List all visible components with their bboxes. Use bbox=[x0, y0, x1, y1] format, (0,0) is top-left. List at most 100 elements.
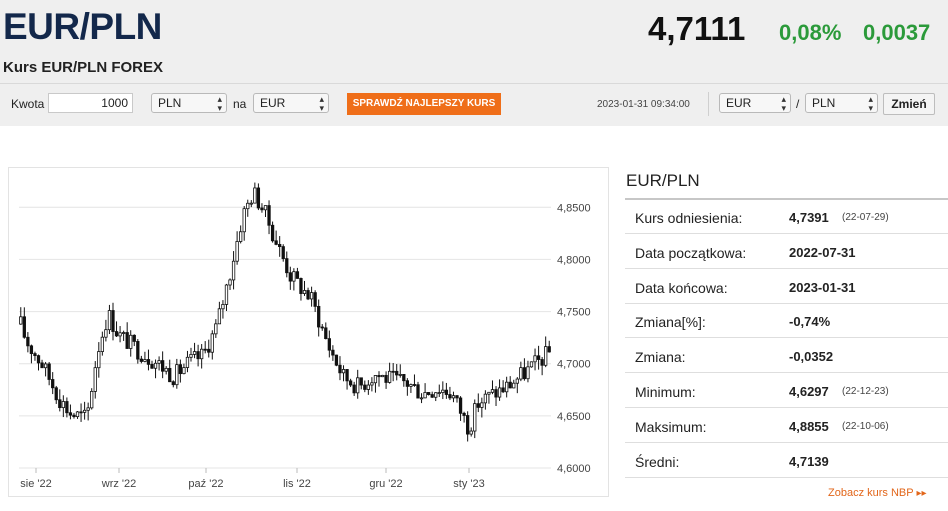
pair-separator: / bbox=[796, 97, 800, 111]
y-tick-label: 4,7000 bbox=[557, 359, 591, 371]
pair-quote-select[interactable]: PLN ▴ ▾ bbox=[805, 93, 878, 113]
candle-body bbox=[79, 411, 83, 414]
candle-body bbox=[267, 205, 271, 226]
to-currency-select[interactable]: EUR ▴ ▾ bbox=[253, 93, 329, 113]
candle-body bbox=[487, 391, 491, 395]
stat-value: -0,74% bbox=[789, 314, 831, 330]
to-label: na bbox=[233, 97, 247, 111]
candle-body bbox=[242, 208, 246, 233]
candle-body bbox=[189, 354, 193, 358]
stat-value: 4,7391 bbox=[789, 210, 829, 225]
candle-body bbox=[288, 272, 292, 282]
change-absolute: 0,0037 bbox=[863, 20, 931, 45]
candle-body bbox=[136, 341, 140, 360]
candle-body bbox=[217, 308, 222, 325]
candle-body bbox=[536, 355, 541, 360]
candle-body bbox=[249, 202, 253, 205]
x-tick-label: wrz '22 bbox=[101, 478, 137, 490]
candle-body bbox=[164, 367, 168, 372]
candle-body bbox=[497, 387, 502, 398]
pair-base-select[interactable]: EUR ▴ ▾ bbox=[719, 93, 791, 113]
candle-body bbox=[434, 392, 438, 398]
best-rate-button[interactable]: SPRAWDŹ NAJLEPSZY KURS bbox=[347, 93, 501, 115]
candle-body bbox=[441, 389, 445, 393]
stat-row: Maksimum: 4,8855 (22-10-06) bbox=[625, 409, 948, 443]
candle-body bbox=[416, 384, 420, 399]
candle-body bbox=[54, 387, 58, 401]
current-rate: 4,7111 bbox=[648, 10, 746, 47]
candle-body bbox=[228, 279, 232, 286]
candle-body bbox=[97, 351, 101, 369]
candle-body bbox=[182, 367, 186, 375]
y-tick-label: 4,6500 bbox=[557, 411, 591, 423]
candle-body bbox=[476, 403, 480, 408]
x-tick-label: gru '22 bbox=[369, 478, 402, 490]
candle-body bbox=[384, 374, 388, 383]
candle-body bbox=[114, 331, 119, 337]
candle-body bbox=[178, 364, 183, 375]
candle-body bbox=[143, 359, 147, 362]
candle-body bbox=[547, 346, 551, 353]
candle-body bbox=[86, 407, 90, 411]
from-currency-select[interactable]: PLN ▴ ▾ bbox=[151, 93, 227, 113]
candle-body bbox=[458, 397, 463, 414]
candle-body bbox=[505, 381, 509, 393]
candle-body bbox=[171, 381, 175, 386]
candle-body bbox=[437, 392, 441, 394]
candle-body bbox=[494, 389, 498, 398]
candle-body bbox=[65, 401, 69, 414]
amount-label: Kwota bbox=[11, 97, 45, 111]
candle-body bbox=[111, 310, 115, 332]
y-tick-label: 4,7500 bbox=[557, 307, 591, 319]
candle-body bbox=[398, 374, 402, 376]
candle-body bbox=[490, 389, 495, 393]
candle-body bbox=[75, 411, 80, 418]
candle-body bbox=[356, 377, 360, 394]
y-tick-label: 4,6000 bbox=[557, 463, 591, 475]
candle-body bbox=[295, 271, 300, 279]
change-percent: 0,08% bbox=[779, 20, 842, 45]
candle-body bbox=[160, 360, 165, 372]
stat-label: Średni: bbox=[635, 453, 680, 470]
amount-input[interactable]: 1000 bbox=[48, 93, 133, 113]
candle-body bbox=[324, 327, 328, 340]
candle-body bbox=[501, 387, 505, 393]
candle-body bbox=[327, 338, 331, 351]
candle-body bbox=[104, 329, 108, 338]
nbp-rate-link[interactable]: Zobacz kurs NBP ▸▸ bbox=[828, 487, 927, 499]
candle-body bbox=[121, 332, 126, 334]
stat-value: 4,6297 bbox=[789, 384, 829, 399]
x-tick-label: sty '23 bbox=[453, 478, 484, 490]
candle-body bbox=[508, 381, 512, 389]
candle-body bbox=[341, 369, 346, 374]
stat-row: Zmiana[%]: -0,74% bbox=[625, 304, 948, 339]
change-pair-button[interactable]: Zmień bbox=[883, 93, 935, 115]
pair-base-value: EUR bbox=[726, 96, 752, 110]
candle-body bbox=[139, 358, 144, 362]
candle-body bbox=[334, 354, 339, 366]
candle-body bbox=[444, 389, 449, 395]
header-divider bbox=[0, 83, 948, 84]
candle-body bbox=[519, 367, 523, 380]
candle-body bbox=[526, 366, 530, 380]
candle-body bbox=[253, 187, 257, 204]
stat-date: (22-10-06) bbox=[842, 420, 889, 432]
candle-body bbox=[118, 332, 122, 337]
candle-body bbox=[192, 351, 197, 355]
candle-body bbox=[412, 384, 417, 386]
candle-body bbox=[40, 362, 44, 369]
candle-body bbox=[239, 231, 243, 242]
stat-row: Średni: 4,7139 bbox=[625, 444, 948, 478]
candle-body bbox=[157, 360, 161, 364]
stat-row: Data końcowa: 2023-01-31 bbox=[625, 270, 948, 304]
candle-body bbox=[370, 382, 374, 386]
candle-body bbox=[380, 374, 385, 378]
quote-datetime: 2023-01-31 09:34:00 bbox=[597, 99, 690, 110]
to-currency-value: EUR bbox=[260, 96, 286, 110]
stat-value: -0,0352 bbox=[789, 349, 834, 365]
candle-body bbox=[281, 246, 285, 260]
candle-body bbox=[430, 394, 434, 398]
candle-body bbox=[466, 415, 470, 435]
candle-body bbox=[299, 278, 303, 294]
x-tick-label: paź '22 bbox=[188, 478, 223, 490]
